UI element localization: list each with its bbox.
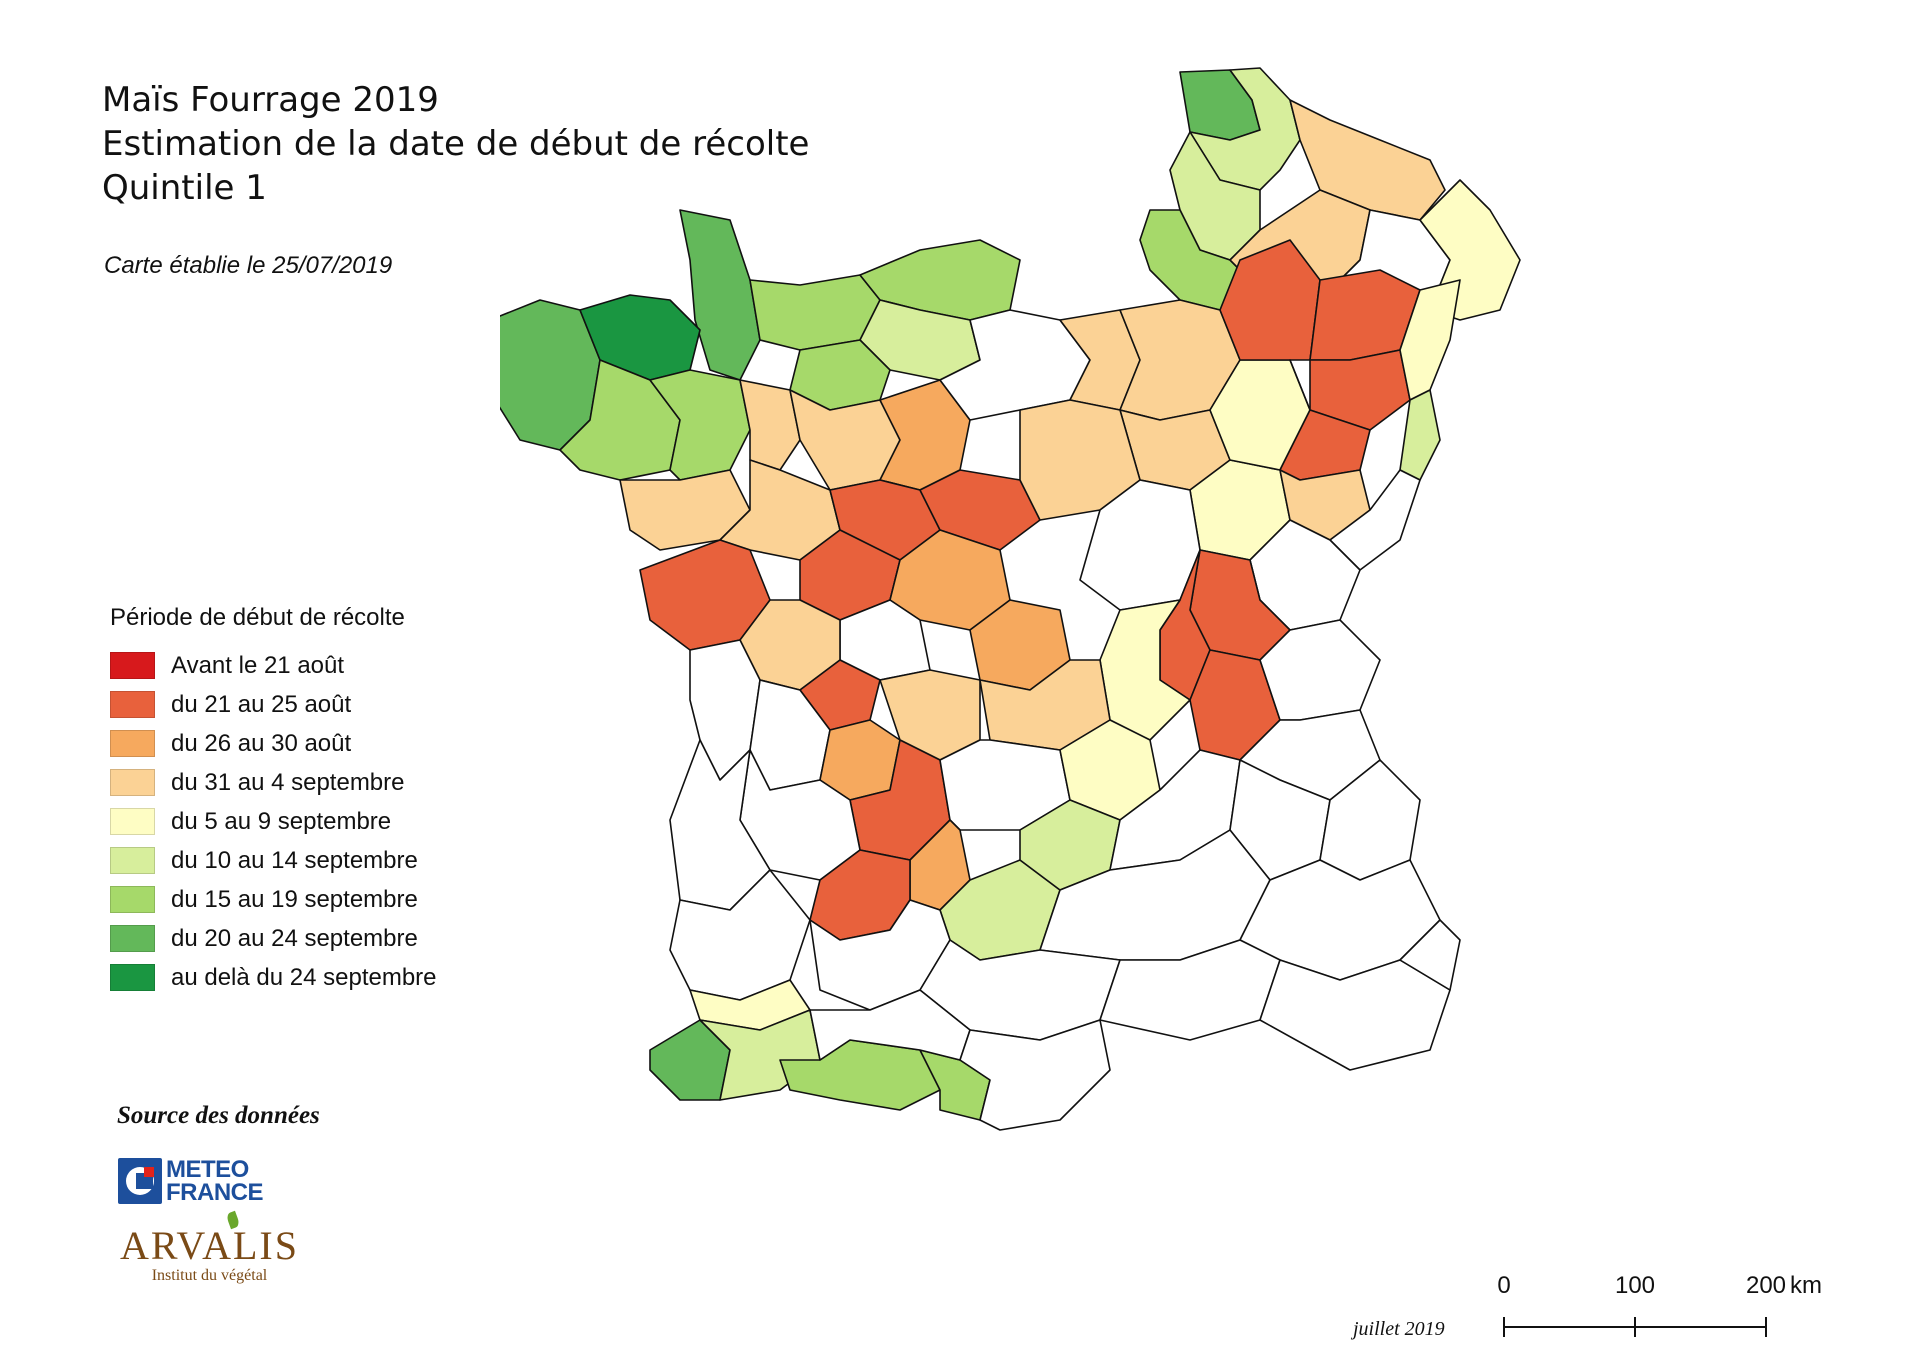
arvalis-tagline: Institut du végétal (151, 1267, 268, 1284)
region-alpes-maritimes (1259, 959, 1451, 1071)
title-line-1: Maïs Fourrage 2019 (102, 80, 439, 120)
legend-swatch (110, 769, 155, 796)
region-nord-east (1289, 99, 1446, 221)
scale-tick (1765, 1317, 1767, 1337)
region-pyrenees-orientales (959, 1019, 1111, 1131)
legend-swatch (110, 847, 155, 874)
scale-bar: 0 100 200 km (1490, 1272, 1822, 1342)
meteo-france-logo: METEO FRANCE (118, 1156, 264, 1206)
map-date-footer: juillet 2019 (1353, 1318, 1445, 1340)
map-title: Maïs Fourrage 2019 Estimation de la date… (102, 78, 809, 210)
legend-label: du 21 au 25 août (171, 690, 352, 718)
legend-item: du 10 au 14 septembre (110, 841, 437, 880)
legend-label: du 26 au 30 août (171, 729, 352, 757)
meteo-logo-line-2: FRANCE (166, 1179, 264, 1206)
scale-tick (1634, 1317, 1636, 1337)
legend-swatch (110, 886, 155, 913)
legend-label: Avant le 21 août (171, 651, 345, 679)
legend-label: au delà du 24 septembre (171, 963, 437, 991)
region-tarn-garonne (809, 899, 951, 1011)
legend-title: Période de début de récolte (110, 604, 405, 631)
meteo-logo-line-1: METEO (166, 1156, 249, 1183)
scale-unit: km (1790, 1272, 1822, 1299)
meteo-france-emblem-icon (118, 1158, 162, 1204)
source-title: Source des données (117, 1102, 320, 1129)
legend-label: du 20 au 24 septembre (171, 924, 418, 952)
map-subtitle: Carte établie le 25/07/2019 (104, 252, 393, 279)
legend-item: du 31 au 4 septembre (110, 763, 437, 802)
legend-item: Avant le 21 août (110, 646, 437, 685)
legend: Période de début de récolte Avant le 21 … (110, 604, 437, 997)
legend-items: Avant le 21 août du 21 au 25 août du 26 au… (110, 646, 437, 997)
legend-item: du 15 au 19 septembre (110, 880, 437, 919)
arvalis-name: ARVALIS (120, 1210, 299, 1269)
legend-swatch (110, 808, 155, 835)
legend-swatch (110, 730, 155, 757)
legend-label: du 15 au 19 septembre (171, 885, 418, 913)
legend-swatch (110, 691, 155, 718)
legend-swatch (110, 925, 155, 952)
legend-item: du 26 au 30 août (110, 724, 437, 763)
region-meuse (1219, 239, 1321, 361)
legend-item: au delà du 24 septembre (110, 958, 437, 997)
scale-label-200: 200 (1745, 1272, 1787, 1299)
legend-item: du 5 au 9 septembre (110, 802, 437, 841)
legend-swatch (110, 652, 155, 679)
scale-label-100: 100 (1614, 1272, 1656, 1299)
title-line-2: Estimation de la date de début de récolt… (102, 124, 810, 164)
legend-label: du 10 au 14 septembre (171, 846, 418, 874)
region-haut-rhin (1399, 389, 1441, 481)
legend-label: du 31 au 4 septembre (171, 768, 405, 796)
region-corse-coast (1399, 919, 1461, 991)
scale-tick (1503, 1317, 1505, 1337)
legend-label: du 5 au 9 septembre (171, 807, 392, 835)
scale-label-0: 0 (1497, 1272, 1511, 1299)
legend-item: du 21 au 25 août (110, 685, 437, 724)
legend-swatch (110, 964, 155, 991)
arvalis-logo: ARVALIS Institut du végétal (120, 1210, 299, 1285)
legend-item: du 20 au 24 septembre (110, 919, 437, 958)
france-map (500, 67, 1521, 1131)
title-line-3: Quintile 1 (102, 168, 267, 208)
